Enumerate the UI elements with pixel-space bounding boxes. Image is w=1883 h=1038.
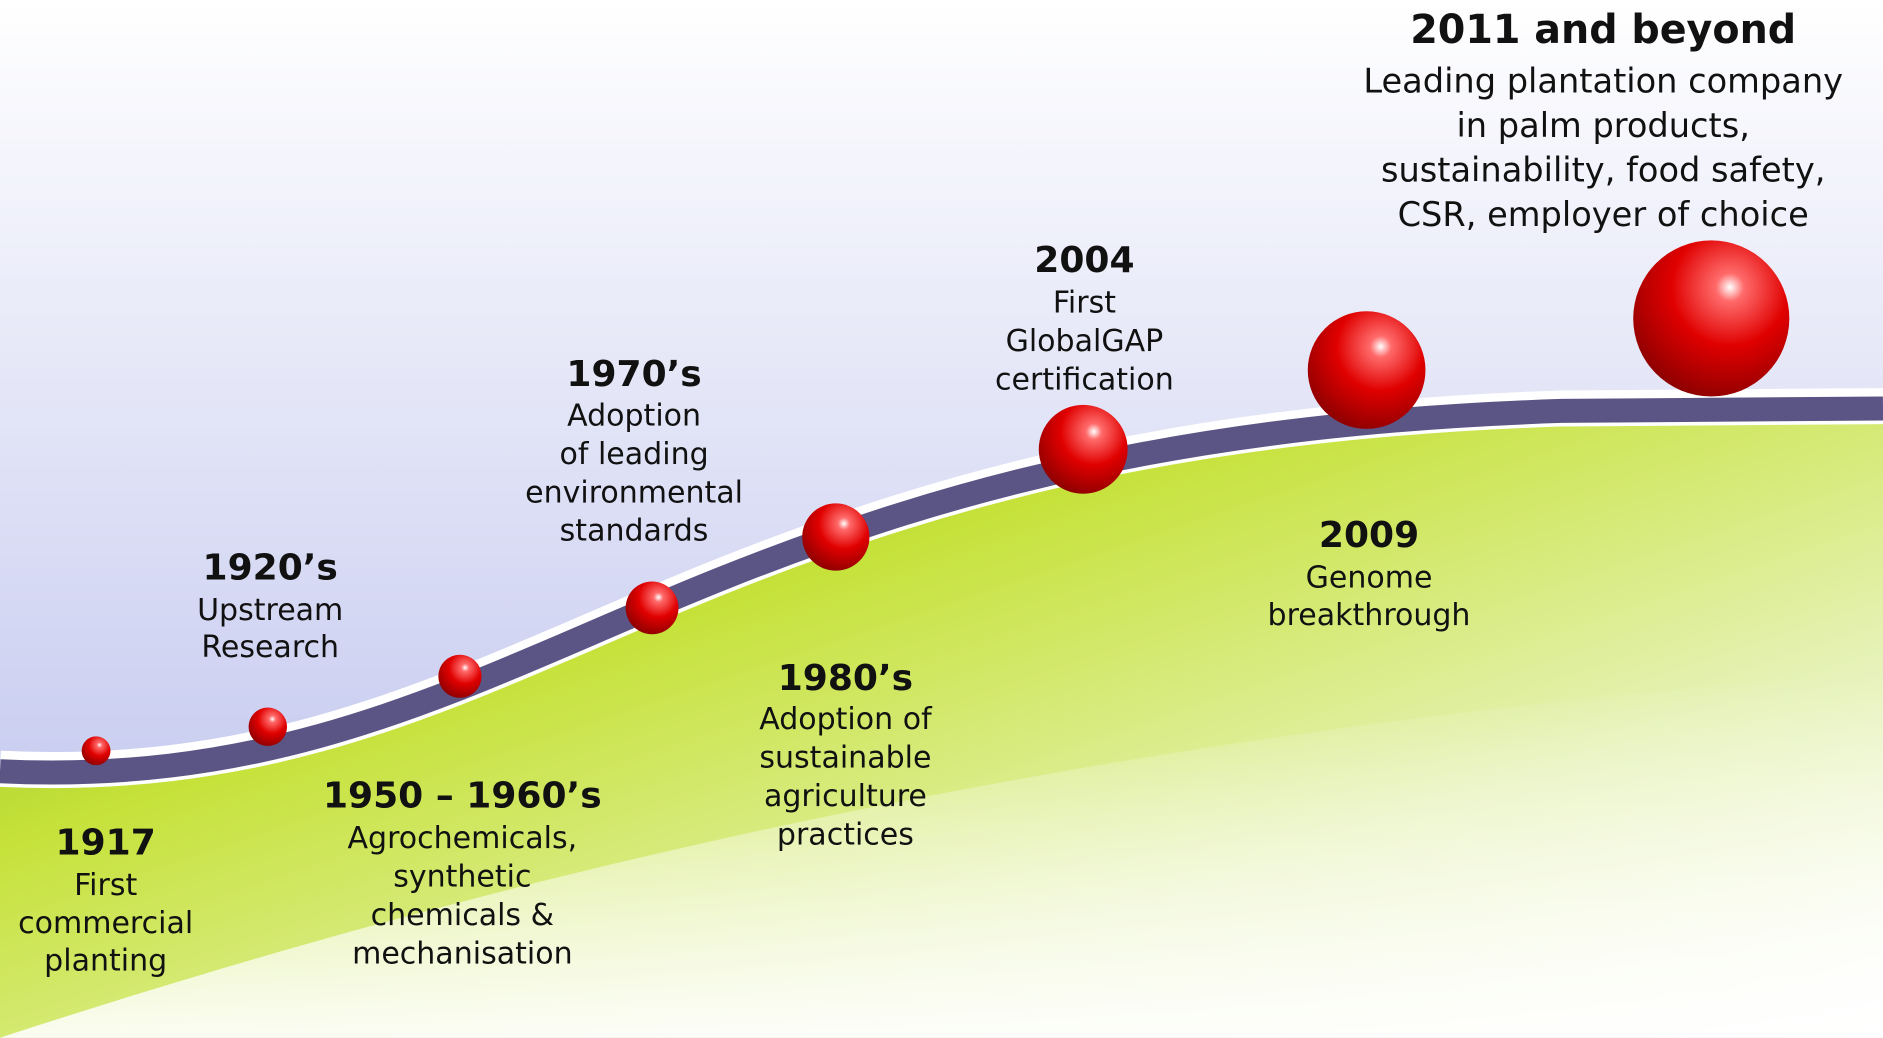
milestone-text: Research <box>201 630 339 665</box>
milestone-year: 1970’s <box>566 354 701 395</box>
milestone-year: 2004 <box>1034 240 1134 281</box>
milestone-text: mechanisation <box>352 936 573 971</box>
milestone-text: First <box>74 868 137 903</box>
milestone-text: Agrochemicals, <box>348 821 578 856</box>
milestone-text: Upstream <box>197 593 343 628</box>
milestone-text: CSR, employer of choice <box>1398 195 1809 234</box>
milestone-text: sustainable <box>759 741 931 776</box>
milestone-ball <box>1307 311 1426 429</box>
milestone-text: Adoption of <box>759 702 933 737</box>
milestone-year: 1950 – 1960’s <box>323 776 602 817</box>
milestone-year: 1917 <box>56 822 156 863</box>
milestone-ball <box>81 736 111 766</box>
milestone-text: standards <box>560 514 709 549</box>
milestone-text: Genome <box>1306 561 1433 596</box>
milestone-text: practices <box>777 818 914 853</box>
milestone-ball <box>438 654 482 698</box>
milestone-text: planting <box>44 944 167 979</box>
milestone-text: Adoption <box>567 398 701 433</box>
milestone-ball <box>625 581 679 635</box>
milestone-text: environmental <box>525 475 743 510</box>
milestone-year: 2011 and beyond <box>1410 7 1796 53</box>
milestone-ball <box>1633 240 1790 397</box>
milestone-text: synthetic <box>393 860 531 895</box>
milestone-text: chemicals & <box>371 898 554 933</box>
milestone-year: 1980’s <box>778 658 913 699</box>
milestone-text: commercial <box>18 906 193 941</box>
milestone-text: agriculture <box>764 779 927 814</box>
milestone-year: 2009 <box>1319 515 1419 556</box>
milestones: 1917Firstcommercialplanting1920’sUpstrea… <box>18 7 1843 978</box>
milestone-text: in palm products, <box>1456 106 1749 145</box>
milestone-year: 1920’s <box>203 547 338 588</box>
milestone-ball <box>802 503 870 571</box>
timeline-band <box>0 396 1883 785</box>
milestone-text: breakthrough <box>1268 598 1471 633</box>
milestone-ball <box>1038 404 1128 494</box>
milestone-text: sustainability, food safety, <box>1381 150 1825 189</box>
wave-highlight <box>0 672 1883 1038</box>
milestone-text: GlobalGAP <box>1006 324 1164 359</box>
milestone-text: certification <box>995 362 1174 397</box>
milestone-text: First <box>1053 286 1116 321</box>
milestone-text: Leading plantation company <box>1363 62 1843 101</box>
milestone-text: of leading <box>560 437 709 472</box>
milestone-ball <box>248 707 288 746</box>
